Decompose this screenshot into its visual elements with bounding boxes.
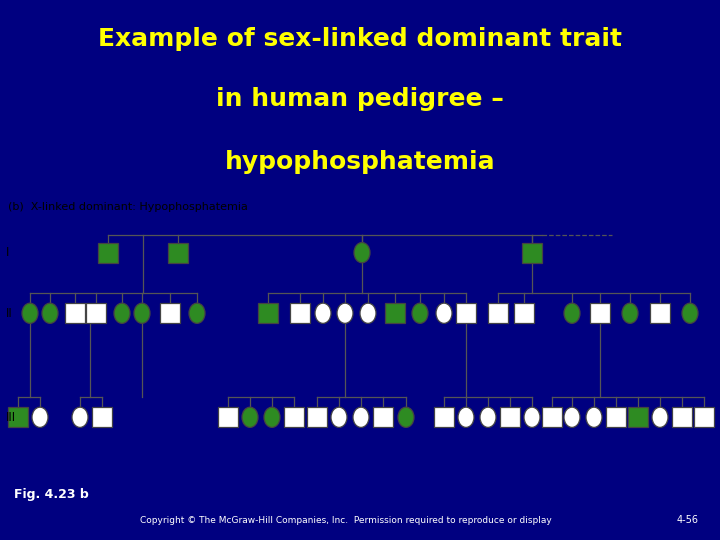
Bar xyxy=(92,407,112,427)
Bar xyxy=(522,242,542,263)
Bar xyxy=(258,303,278,323)
Text: Fig. 4.23 b: Fig. 4.23 b xyxy=(14,488,89,501)
Ellipse shape xyxy=(652,407,668,427)
Bar xyxy=(307,407,327,427)
Ellipse shape xyxy=(436,303,452,323)
Ellipse shape xyxy=(32,407,48,427)
Ellipse shape xyxy=(360,303,376,323)
Ellipse shape xyxy=(586,407,602,427)
Ellipse shape xyxy=(398,407,414,427)
Ellipse shape xyxy=(564,303,580,323)
Ellipse shape xyxy=(458,407,474,427)
Ellipse shape xyxy=(114,303,130,323)
Ellipse shape xyxy=(72,407,88,427)
Text: (b)  X-linked dominant: Hypophosphatemia: (b) X-linked dominant: Hypophosphatemia xyxy=(8,202,248,212)
Bar xyxy=(385,303,405,323)
Bar xyxy=(434,407,454,427)
Bar xyxy=(98,242,118,263)
Text: Example of sex-linked dominant trait: Example of sex-linked dominant trait xyxy=(98,28,622,51)
Ellipse shape xyxy=(22,303,38,323)
Bar xyxy=(373,407,393,427)
Bar xyxy=(284,407,304,427)
Text: hypophosphatemia: hypophosphatemia xyxy=(225,150,495,174)
Bar xyxy=(514,303,534,323)
Ellipse shape xyxy=(264,407,280,427)
Ellipse shape xyxy=(622,303,638,323)
Ellipse shape xyxy=(524,407,540,427)
Bar xyxy=(650,303,670,323)
Bar xyxy=(694,407,714,427)
Text: II: II xyxy=(6,307,13,320)
Text: I: I xyxy=(6,246,9,259)
Bar xyxy=(500,407,520,427)
Bar xyxy=(672,407,692,427)
Text: 4-56: 4-56 xyxy=(676,515,698,525)
Ellipse shape xyxy=(134,303,150,323)
Bar xyxy=(8,407,28,427)
Ellipse shape xyxy=(42,303,58,323)
Bar xyxy=(160,303,180,323)
Ellipse shape xyxy=(353,407,369,427)
Bar xyxy=(628,407,648,427)
Ellipse shape xyxy=(480,407,496,427)
Bar xyxy=(590,303,610,323)
Ellipse shape xyxy=(242,407,258,427)
Ellipse shape xyxy=(412,303,428,323)
Text: Copyright © The McGraw-Hill Companies, Inc.  Permission required to reproduce or: Copyright © The McGraw-Hill Companies, I… xyxy=(140,516,552,525)
Ellipse shape xyxy=(337,303,353,323)
Bar xyxy=(606,407,626,427)
Ellipse shape xyxy=(315,303,331,323)
Bar xyxy=(488,303,508,323)
Bar xyxy=(456,303,476,323)
Ellipse shape xyxy=(682,303,698,323)
Ellipse shape xyxy=(331,407,347,427)
Bar xyxy=(86,303,106,323)
Bar xyxy=(290,303,310,323)
Ellipse shape xyxy=(564,407,580,427)
Bar xyxy=(542,407,562,427)
Text: in human pedigree –: in human pedigree – xyxy=(216,86,504,111)
Bar xyxy=(168,242,188,263)
Text: III: III xyxy=(6,411,16,424)
Bar xyxy=(65,303,85,323)
Ellipse shape xyxy=(354,242,370,263)
Bar xyxy=(218,407,238,427)
Ellipse shape xyxy=(189,303,205,323)
